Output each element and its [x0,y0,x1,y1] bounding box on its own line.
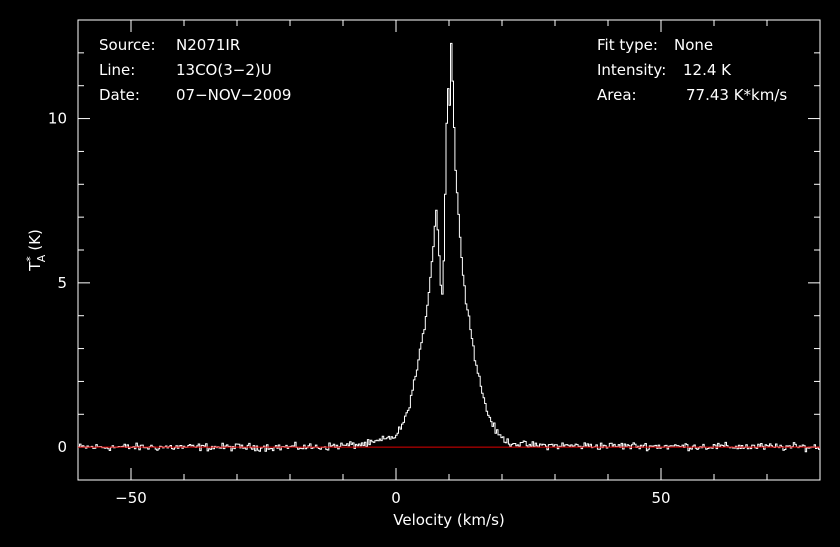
svg-text:T*A(K): T*A (K) [24,229,48,272]
x-axis-label: Velocity (km/s) [393,511,504,529]
line-value: 13CO(3−2)U [176,61,272,79]
x-tick-label: 50 [651,489,670,507]
y-axis-label-main: T [26,261,44,272]
y-tick-label: 10 [48,110,67,128]
x-tick-label: −50 [115,489,147,507]
date-value: 07−NOV−2009 [176,86,291,104]
y-axis-label-sub: A [35,254,48,262]
fit-type-label: Fit type: [597,36,658,54]
y-tick-label: 5 [57,274,67,292]
y-axis-label-sup: * [24,256,37,262]
source-label: Source: [99,36,156,54]
x-tick-label: 0 [391,489,401,507]
y-tick-label: 0 [57,438,67,456]
axis-ticks [77,19,821,481]
tick-labels: −50 0 50 0 5 10 [48,110,671,507]
fit-type-value: None [674,36,713,54]
line-label: Line: [99,61,135,79]
area-value: 77.43 K*km/s [686,86,787,104]
source-value: N2071IR [176,36,240,54]
date-label: Date: [99,86,140,104]
intensity-label: Intensity: [597,61,666,79]
area-label: Area: [597,86,637,104]
y-axis-label-unit: (K) [26,229,44,251]
intensity-value: 12.4 K [683,61,732,79]
y-axis-label: T*A (K) [24,229,48,272]
spectrum-line [78,42,820,453]
